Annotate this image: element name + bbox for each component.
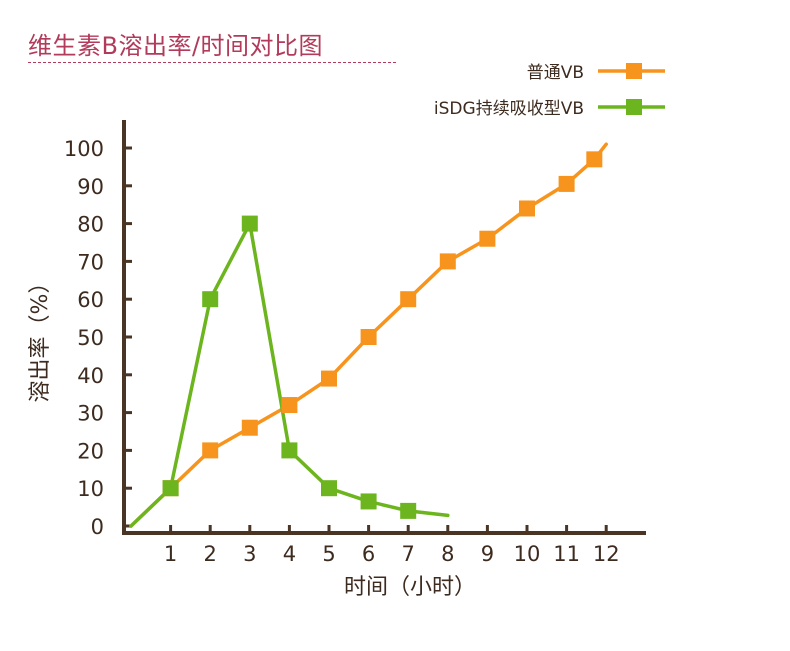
legend-marker-series-1 [626, 63, 642, 79]
series-2-point-1 [162, 480, 179, 497]
series-1-point-4 [281, 397, 298, 414]
legend-label-series-2: iSDG持续吸收型VB [434, 99, 584, 119]
y-tick-label-5: 50 [77, 326, 104, 350]
x-tick-label-0: 1 [164, 542, 177, 566]
series-1-point-8 [439, 253, 456, 270]
series-1-point-10 [519, 200, 535, 217]
series-2-point-3 [241, 215, 258, 232]
x-tick-label-6: 7 [402, 542, 415, 566]
x-tick-label-8: 9 [481, 542, 494, 566]
series-2-point-7 [400, 502, 417, 519]
series-2-point-6 [360, 493, 377, 510]
series-2-point-2 [202, 291, 219, 308]
series-1-point-3 [241, 419, 258, 436]
series-1-point-7 [400, 291, 417, 308]
x-tick-label-4: 5 [322, 542, 335, 566]
x-tick-label-10: 11 [553, 542, 580, 566]
y-tick-label-8: 80 [77, 213, 104, 237]
legend-marker-series-2 [626, 99, 642, 115]
series-1-point-11 [558, 175, 575, 192]
y-tick-label-6: 60 [77, 288, 104, 312]
y-tick-label-7: 70 [77, 250, 104, 274]
x-tick-label-5: 6 [362, 542, 375, 566]
series-2-point-4 [281, 442, 298, 459]
y-tick-label-4: 40 [77, 364, 104, 388]
y-tick-label-2: 20 [77, 439, 104, 463]
y-tick-label-1: 10 [77, 477, 104, 501]
series-1-point-9 [479, 230, 496, 247]
series-layer [129, 142, 608, 528]
x-tick-label-2: 3 [243, 542, 256, 566]
y-axis-ticks: 0 10 20 30 40 50 60 70 80 90 100 [64, 137, 132, 539]
series-1-point-5 [321, 370, 337, 387]
y-tick-label-3: 30 [77, 402, 104, 426]
title-underline [28, 62, 396, 63]
legend-label-series-1: 普通VB [527, 63, 584, 83]
x-tick-label-3: 4 [283, 542, 296, 566]
y-tick-label-10: 100 [64, 137, 104, 161]
legend: 普通VB iSDG持续吸收型VB [434, 63, 665, 119]
x-tick-label-11: 12 [593, 542, 620, 566]
series-1-point-6 [360, 329, 377, 345]
x-axis-ticks: 1 2 3 4 5 6 7 8 9 10 11 12 [164, 525, 620, 566]
x-tick-label-1: 2 [204, 542, 217, 566]
series-1-point-12 [586, 151, 603, 168]
y-axis-label: 溶出率（%） [28, 272, 53, 403]
x-axis-label: 时间（小时） [344, 575, 476, 600]
series-2-point-5 [321, 480, 337, 497]
x-tick-label-7: 8 [441, 542, 454, 566]
y-tick-label-9: 90 [77, 175, 104, 199]
x-tick-label-9: 10 [514, 542, 541, 566]
y-tick-label-0: 0 [91, 515, 104, 539]
chart-title: 维生素B溶出率/时间对比图 [28, 32, 324, 60]
series-1-point-2 [202, 442, 219, 459]
